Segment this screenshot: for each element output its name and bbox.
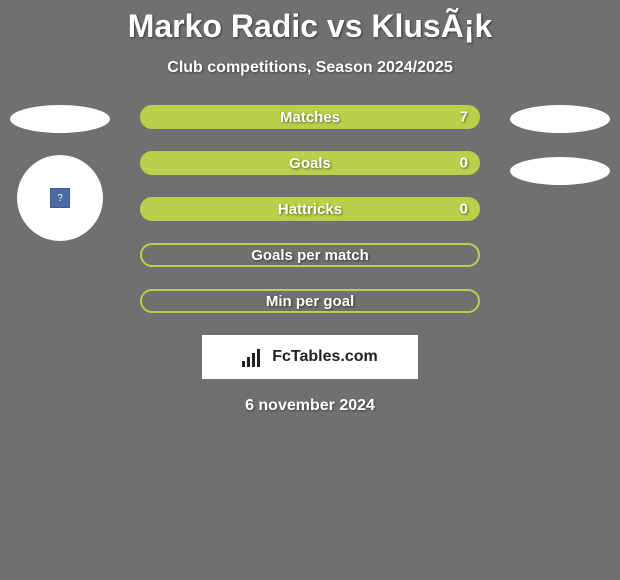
player1-badge-ellipse: [10, 105, 110, 133]
comparison-content: ? Matches 7 Goals 0 Hattricks 0 Goals per matc…: [0, 105, 620, 415]
stat-label: Min per goal: [266, 293, 354, 310]
logo-text: FcTables.com: [272, 348, 378, 366]
right-player-column: [500, 105, 620, 185]
stat-bar: Goals per match: [140, 243, 480, 267]
stat-bar: Goals 0: [140, 151, 480, 175]
source-logo: FcTables.com: [202, 335, 418, 379]
player2-badge-ellipse-2: [510, 157, 610, 185]
stat-label: Hattricks: [278, 201, 342, 218]
stat-bar: Min per goal: [140, 289, 480, 313]
left-player-column: ?: [0, 105, 120, 241]
stat-value: 0: [460, 155, 468, 172]
stat-value: 7: [460, 109, 468, 126]
bars-icon: [242, 347, 268, 367]
stat-label: Matches: [280, 109, 340, 126]
stat-label: Goals per match: [251, 247, 369, 264]
avatar-placeholder-icon: ?: [50, 188, 70, 208]
page-subtitle: Club competitions, Season 2024/2025: [0, 59, 620, 77]
page-title: Marko Radic vs KlusÃ¡k: [0, 0, 620, 45]
stat-bar: Hattricks 0: [140, 197, 480, 221]
stat-label: Goals: [289, 155, 331, 172]
stat-bars: Matches 7 Goals 0 Hattricks 0 Goals per match M…: [140, 105, 480, 313]
stat-value: 0: [460, 201, 468, 218]
date-line: 6 november 2024: [0, 397, 620, 415]
player2-badge-ellipse-1: [510, 105, 610, 133]
player1-avatar: ?: [17, 155, 103, 241]
stat-bar: Matches 7: [140, 105, 480, 129]
